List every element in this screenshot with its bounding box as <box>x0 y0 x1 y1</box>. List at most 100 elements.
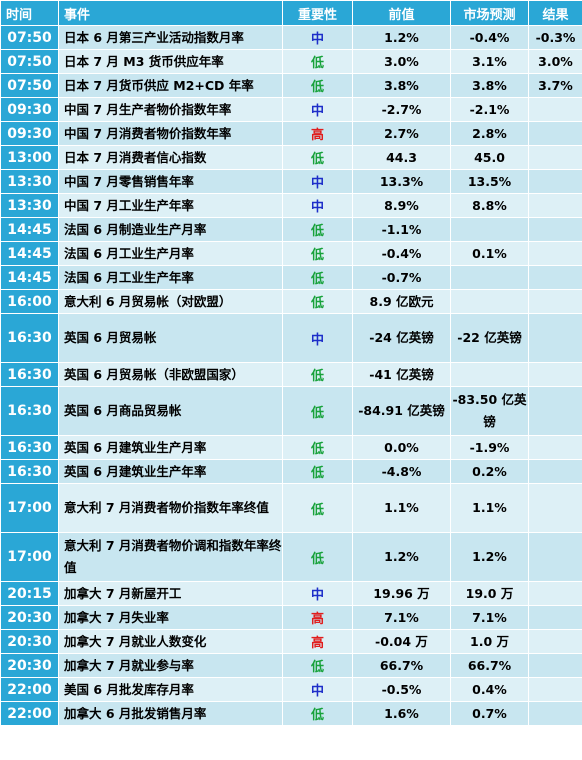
previous-value: -84.91 亿英镑 <box>352 386 451 436</box>
table-row: 20:15 加拿大 7 月新屋开工中 19.96 万 19.0 万 <box>0 581 582 606</box>
event-cell: 法国 6 月工业生产月率 <box>58 241 283 266</box>
importance-badge: 低 <box>282 49 353 74</box>
forecast-value: -2.1% <box>450 97 529 122</box>
importance-badge: 中 <box>282 313 353 363</box>
table-row: 09:30 中国 7 月消费者物价指数年率高 2.7% 2.8% <box>0 121 582 146</box>
time-cell: 20:30 <box>0 605 59 630</box>
time-cell: 07:50 <box>0 25 59 50</box>
table-body: 07:50 日本 6 月第三产业活动指数月率中 1.2% -0.4% -0.3% 07:5… <box>0 25 582 726</box>
previous-value: -0.04 万 <box>352 629 451 654</box>
table-row: 17:00 意大利 7 月消费者物价调和指数年率终值低 1.2% 1.2% <box>0 532 582 582</box>
forecast-value: 0.4% <box>450 677 529 702</box>
forecast-value: 1.1% <box>450 483 529 533</box>
importance-badge: 低 <box>282 241 353 266</box>
event-cell: 英国 6 月建筑业生产年率 <box>58 459 283 484</box>
importance-badge: 中 <box>282 677 353 702</box>
previous-value: 7.1% <box>352 605 451 630</box>
importance-badge: 低 <box>282 435 353 460</box>
forecast-value: 45.0 <box>450 145 529 170</box>
event-cell: 加拿大 7 月失业率 <box>58 605 283 630</box>
result-value <box>528 362 582 387</box>
time-cell: 14:45 <box>0 241 59 266</box>
table-row: 07:50 日本 6 月第三产业活动指数月率中 1.2% -0.4% -0.3% <box>0 25 582 50</box>
event-cell: 法国 6 月工业生产年率 <box>58 265 283 290</box>
time-cell: 16:30 <box>0 313 59 363</box>
time-cell: 20:30 <box>0 629 59 654</box>
table-row: 13:30 中国 7 月零售销售年率中 13.3% 13.5% <box>0 169 582 194</box>
event-cell: 中国 7 月生产者物价指数年率 <box>58 97 283 122</box>
forecast-value: 3.8% <box>450 73 529 98</box>
table-row: 14:45 法国 6 月工业生产月率低 -0.4% 0.1% <box>0 241 582 266</box>
result-value <box>528 193 582 218</box>
table-row: 16:30 英国 6 月贸易帐（非欧盟国家）低 -41 亿英镑 <box>0 362 582 387</box>
result-value <box>528 289 582 314</box>
time-cell: 13:30 <box>0 169 59 194</box>
table-row: 14:45 法国 6 月制造业生产月率低 -1.1% <box>0 217 582 242</box>
event-cell: 加拿大 7 月就业参与率 <box>58 653 283 678</box>
table-row: 16:30 英国 6 月建筑业生产年率低 -4.8% 0.2% <box>0 459 582 484</box>
forecast-value: 0.1% <box>450 241 529 266</box>
importance-badge: 中 <box>282 25 353 50</box>
table-row: 20:30 加拿大 7 月失业率高 7.1% 7.1% <box>0 605 582 630</box>
event-cell: 英国 6 月贸易帐 <box>58 313 283 363</box>
forecast-value: 0.7% <box>450 701 529 726</box>
importance-badge: 低 <box>282 653 353 678</box>
importance-badge: 低 <box>282 73 353 98</box>
table-row: 13:30 中国 7 月工业生产年率中 8.9% 8.8% <box>0 193 582 218</box>
result-value <box>528 483 582 533</box>
event-cell: 法国 6 月制造业生产月率 <box>58 217 283 242</box>
event-cell: 中国 7 月消费者物价指数年率 <box>58 121 283 146</box>
forecast-value: -0.4% <box>450 25 529 50</box>
forecast-value: -22 亿英镑 <box>450 313 529 363</box>
result-value: -0.3% <box>528 25 582 50</box>
table-row: 16:30 英国 6 月商品贸易帐低 -84.91 亿英镑 -83.50 亿英镑 <box>0 386 582 436</box>
previous-value: 8.9% <box>352 193 451 218</box>
forecast-value <box>450 362 529 387</box>
previous-value: 3.0% <box>352 49 451 74</box>
forecast-value: 0.2% <box>450 459 529 484</box>
event-cell: 意大利 6 月贸易帐（对欧盟） <box>58 289 283 314</box>
previous-value: -41 亿英镑 <box>352 362 451 387</box>
previous-value: 1.6% <box>352 701 451 726</box>
event-cell: 意大利 7 月消费者物价调和指数年率终值 <box>58 532 283 582</box>
result-value <box>528 217 582 242</box>
time-cell: 16:30 <box>0 435 59 460</box>
result-value <box>528 145 582 170</box>
time-cell: 13:00 <box>0 145 59 170</box>
economic-calendar-table: 时间 事件 重要性 前值 市场预测 结果 07:50 日本 6 月第三产业活动指数… <box>0 0 582 726</box>
importance-badge: 中 <box>282 581 353 606</box>
time-cell: 07:50 <box>0 49 59 74</box>
header-importance: 重要性 <box>282 0 353 26</box>
event-cell: 中国 7 月工业生产年率 <box>58 193 283 218</box>
time-cell: 14:45 <box>0 217 59 242</box>
forecast-value: 2.8% <box>450 121 529 146</box>
importance-badge: 低 <box>282 289 353 314</box>
time-cell: 22:00 <box>0 701 59 726</box>
table-row: 16:30 英国 6 月贸易帐中 -24 亿英镑 -22 亿英镑 <box>0 313 582 363</box>
result-value <box>528 313 582 363</box>
event-cell: 英国 6 月商品贸易帐 <box>58 386 283 436</box>
time-cell: 17:00 <box>0 532 59 582</box>
result-value <box>528 532 582 582</box>
previous-value: 0.0% <box>352 435 451 460</box>
time-cell: 07:50 <box>0 73 59 98</box>
header-event: 事件 <box>58 0 283 26</box>
table-row: 16:30 英国 6 月建筑业生产月率低 0.0% -1.9% <box>0 435 582 460</box>
result-value <box>528 581 582 606</box>
event-cell: 日本 6 月第三产业活动指数月率 <box>58 25 283 50</box>
time-cell: 16:30 <box>0 386 59 436</box>
result-value <box>528 701 582 726</box>
table-header: 时间 事件 重要性 前值 市场预测 结果 <box>0 0 582 26</box>
previous-value: -2.7% <box>352 97 451 122</box>
previous-value: 8.9 亿欧元 <box>352 289 451 314</box>
header-time: 时间 <box>0 0 59 26</box>
result-value <box>528 459 582 484</box>
importance-badge: 中 <box>282 169 353 194</box>
time-cell: 13:30 <box>0 193 59 218</box>
header-forecast: 市场预测 <box>450 0 529 26</box>
previous-value: 1.2% <box>352 532 451 582</box>
table-row: 17:00 意大利 7 月消费者物价指数年率终值低 1.1% 1.1% <box>0 483 582 533</box>
previous-value: 66.7% <box>352 653 451 678</box>
table-row: 20:30 加拿大 7 月就业人数变化高 -0.04 万 1.0 万 <box>0 629 582 654</box>
time-cell: 20:30 <box>0 653 59 678</box>
